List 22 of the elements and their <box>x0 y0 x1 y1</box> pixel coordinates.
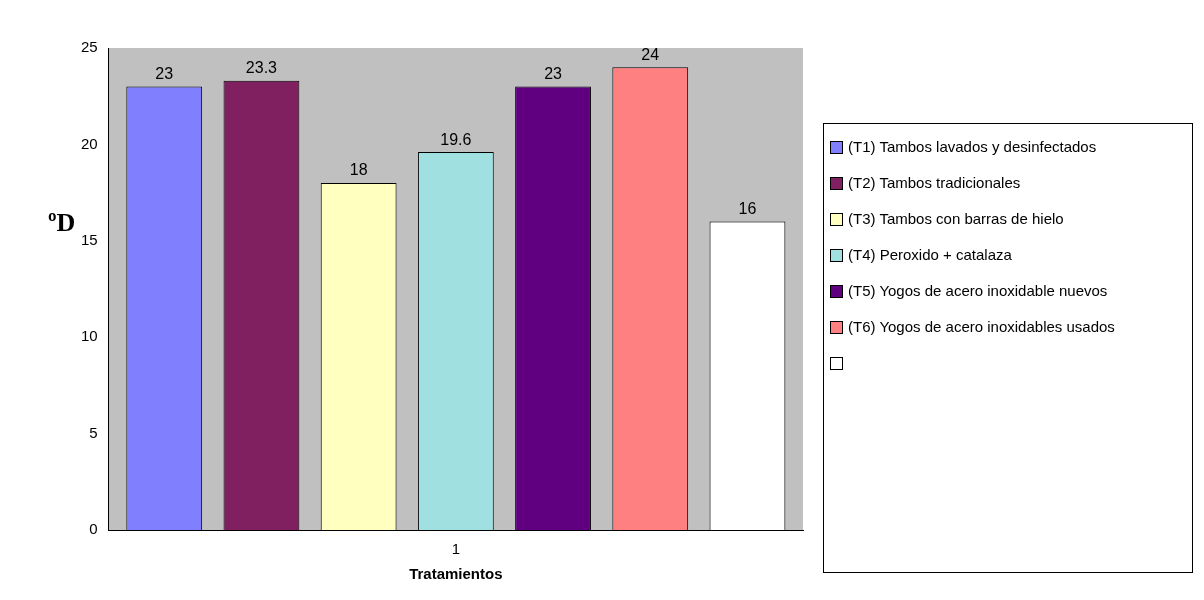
data-label: 23 <box>155 64 174 82</box>
y-tick-label: 25 <box>81 38 98 56</box>
legend-label: (T3) Tambos con barras de hielo <box>848 210 1065 227</box>
legend-label: (T4) Peroxido + catalaza <box>848 246 1013 263</box>
legend-label: (T1) Tambos lavados y desinfectados <box>848 138 1098 155</box>
x-tick-label: 1 <box>451 540 461 558</box>
y-axis-title: ºD <box>48 208 76 238</box>
y-tick-label: 10 <box>81 327 98 345</box>
data-label: 16 <box>738 199 757 217</box>
data-label: 23 <box>544 64 563 82</box>
data-label: 18 <box>349 161 368 179</box>
legend-label: (T6) Yogos de acero inoxidables usados <box>848 318 1116 335</box>
legend-label: (T5) Yogos de acero inoxidable nuevos <box>848 282 1109 299</box>
data-label: 24 <box>641 45 660 63</box>
data-label: 19.6 <box>440 130 472 148</box>
y-tick-label: 15 <box>81 230 98 248</box>
y-tick-label: 0 <box>89 520 98 538</box>
data-label: 23.3 <box>245 59 278 77</box>
legend-label: (T2) Tambos tradicionales <box>848 174 1022 191</box>
x-axis-title: Tratamientos <box>409 565 503 583</box>
y-tick-label: 5 <box>89 423 98 441</box>
y-tick-label: 20 <box>81 134 98 152</box>
